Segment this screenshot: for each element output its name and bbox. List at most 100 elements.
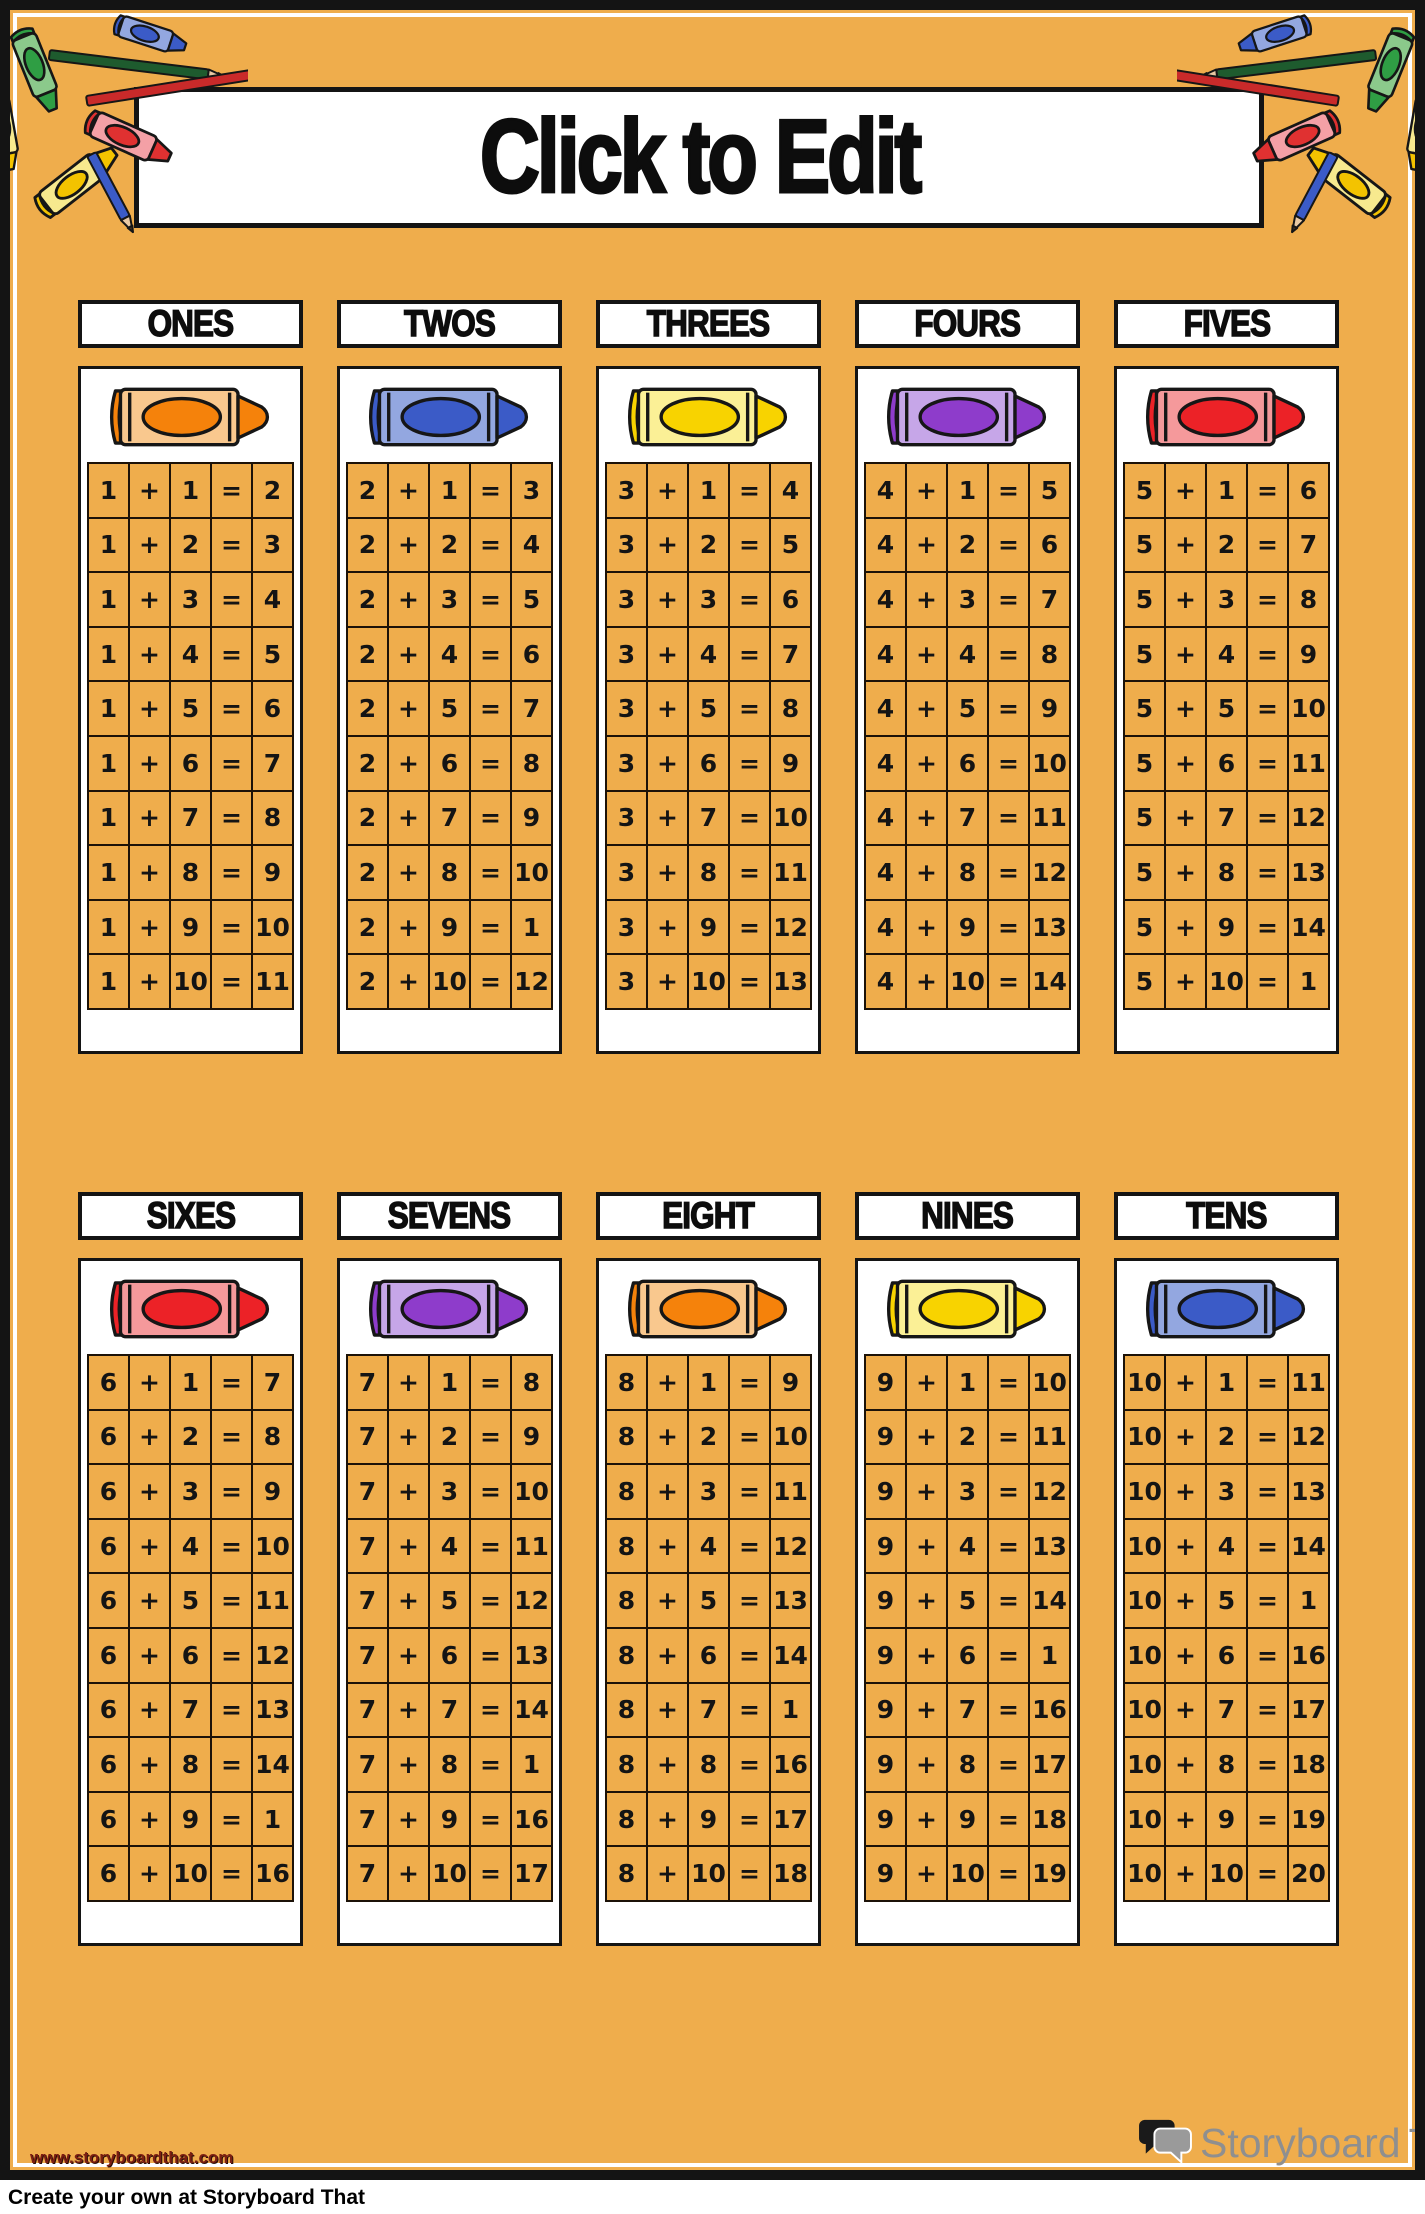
fact-cell: 16 (251, 1845, 294, 1902)
fact-row: 9 +5 = 14 (864, 1572, 1071, 1629)
fact-cell: + (646, 1408, 689, 1466)
fact-cell: = (728, 1354, 771, 1411)
panel-column-eight: EIGHT 8 +1 = 9 8 +2 = 10 8 +3 = 11 8 +4 = 12 8 +5 = 13 8 +6 = 1… (596, 1192, 821, 1946)
fact-cell: + (128, 516, 171, 574)
fact-cell: + (905, 680, 948, 737)
fact-cell: 4 (864, 844, 907, 901)
fact-row: 10 +6 = 16 (1123, 1626, 1330, 1684)
create-your-own-text: Create your own at Storyboard That (8, 2186, 366, 2209)
fact-cell: 12 (1028, 1463, 1071, 1520)
fact-cell: = (987, 1681, 1030, 1739)
fact-row: 3 +2 = 5 (605, 516, 812, 574)
storyboard-logo: Storyboard That (1138, 2118, 1415, 2168)
crayon-icon (109, 387, 269, 447)
fact-cell: 11 (769, 844, 812, 901)
fact-cell: = (728, 1681, 771, 1739)
fact-row: 6 +3 = 9 (87, 1463, 294, 1520)
fact-cell: 10 (1123, 1354, 1166, 1411)
fact-cell: 1 (87, 571, 130, 628)
fact-cell: = (728, 789, 771, 847)
fact-row: 10 +1 = 11 (1123, 1354, 1330, 1411)
fact-row: 5 +1 = 6 (1123, 462, 1330, 519)
fact-cell: 4 (864, 625, 907, 683)
fact-cell: 17 (1028, 1736, 1071, 1793)
fact-cell: 13 (251, 1681, 294, 1739)
fact-cell: 6 (87, 1736, 130, 1793)
fact-cell: + (905, 516, 948, 574)
fact-cell: 12 (510, 953, 553, 1010)
fact-cell: = (728, 1408, 771, 1466)
fact-row: 1 +5 = 6 (87, 680, 294, 737)
fact-cell: 2 (346, 571, 389, 628)
fact-cell: 9 (864, 1681, 907, 1739)
fact-cell: 8 (605, 1354, 648, 1411)
fact-cell: = (1246, 898, 1289, 956)
fact-cell: + (646, 516, 689, 574)
fact-cell: 9 (769, 734, 812, 792)
addition-table: 9 +1 = 10 9 +2 = 11 9 +3 = 12 9 +4 = 13 9 +5 = 14 9 +6 = 1 9 +7 = 1… (864, 1354, 1071, 1902)
fact-cell: 3 (946, 1463, 989, 1520)
fact-row: 3 +9 = 12 (605, 898, 812, 956)
fact-cell: 12 (769, 1517, 812, 1575)
fact-cell: 1 (428, 462, 471, 519)
fact-cell: 3 (605, 844, 648, 901)
fact-cell: + (905, 1626, 948, 1684)
fact-cell: 2 (169, 516, 212, 574)
fact-cell: + (646, 734, 689, 792)
fact-cell: + (128, 898, 171, 956)
fact-row: 4 +5 = 9 (864, 680, 1071, 737)
fact-row: 10 +3 = 13 (1123, 1463, 1330, 1520)
fact-row: 9 +9 = 18 (864, 1790, 1071, 1848)
fact-cell: 10 (251, 898, 294, 956)
fact-cell: 5 (1028, 462, 1071, 519)
fact-cell: 1 (769, 1681, 812, 1739)
fact-cell: 1 (1287, 1572, 1330, 1629)
fact-cell: + (905, 734, 948, 792)
fact-cell: 5 (428, 1572, 471, 1629)
fact-cell: = (728, 1790, 771, 1848)
fact-row: 7 +5 = 12 (346, 1572, 553, 1629)
fact-cell: 2 (946, 516, 989, 574)
fact-cell: = (469, 1681, 512, 1739)
crayon-icon (368, 1279, 528, 1339)
fact-cell: 10 (946, 953, 989, 1010)
fact-cell: = (728, 1736, 771, 1793)
fact-cell: 13 (769, 953, 812, 1010)
fact-cell: + (905, 625, 948, 683)
fact-cell: = (1246, 734, 1289, 792)
fact-row: 10 +7 = 17 (1123, 1681, 1330, 1739)
fact-cell: 4 (864, 462, 907, 519)
fact-row: 2 +5 = 7 (346, 680, 553, 737)
fact-cell: 8 (169, 1736, 212, 1793)
fact-cell: = (210, 1408, 253, 1466)
panel-card: 2 +1 = 3 2 +2 = 4 2 +3 = 5 2 +4 = 6 2 +5 = 7 2 +6 = 8 2 +7 = 9 2 +8 = 1… (337, 366, 562, 1054)
fact-cell: + (1164, 1463, 1207, 1520)
fact-cell: 8 (428, 1736, 471, 1793)
fact-cell: + (128, 734, 171, 792)
panel-header-eight: EIGHT (596, 1192, 821, 1240)
fact-cell: 7 (687, 789, 730, 847)
fact-cell: 8 (510, 734, 553, 792)
fact-cell: 14 (1287, 898, 1330, 956)
fact-cell: 1 (251, 1790, 294, 1848)
addition-table: 10 +1 = 11 10 +2 = 12 10 +3 = 13 10 +4 = 14 10 +5 = 1 10 +6 = 1… (1123, 1354, 1330, 1902)
fact-cell: 9 (1287, 625, 1330, 683)
fact-cell: + (387, 625, 430, 683)
fact-cell: = (210, 516, 253, 574)
fact-cell: = (469, 844, 512, 901)
fact-cell: 8 (605, 1681, 648, 1739)
fact-cell: 6 (687, 1626, 730, 1684)
fact-cell: 5 (946, 1572, 989, 1629)
fact-cell: + (905, 789, 948, 847)
fact-cell: + (1164, 1408, 1207, 1466)
fact-cell: + (128, 1790, 171, 1848)
fact-cell: 10 (1123, 1736, 1166, 1793)
fact-cell: 1 (687, 1354, 730, 1411)
fact-cell: = (1246, 462, 1289, 519)
fact-cell: 9 (864, 1845, 907, 1902)
panel-card: 9 +1 = 10 9 +2 = 11 9 +3 = 12 9 +4 = 13 9 +5 = 14 9 +6 = 1 9 +7 = 1… (855, 1258, 1080, 1946)
fact-cell: 7 (346, 1790, 389, 1848)
title-box[interactable]: Click to Edit (134, 87, 1264, 228)
fact-cell: 9 (864, 1354, 907, 1411)
fact-row: 8 +1 = 9 (605, 1354, 812, 1411)
